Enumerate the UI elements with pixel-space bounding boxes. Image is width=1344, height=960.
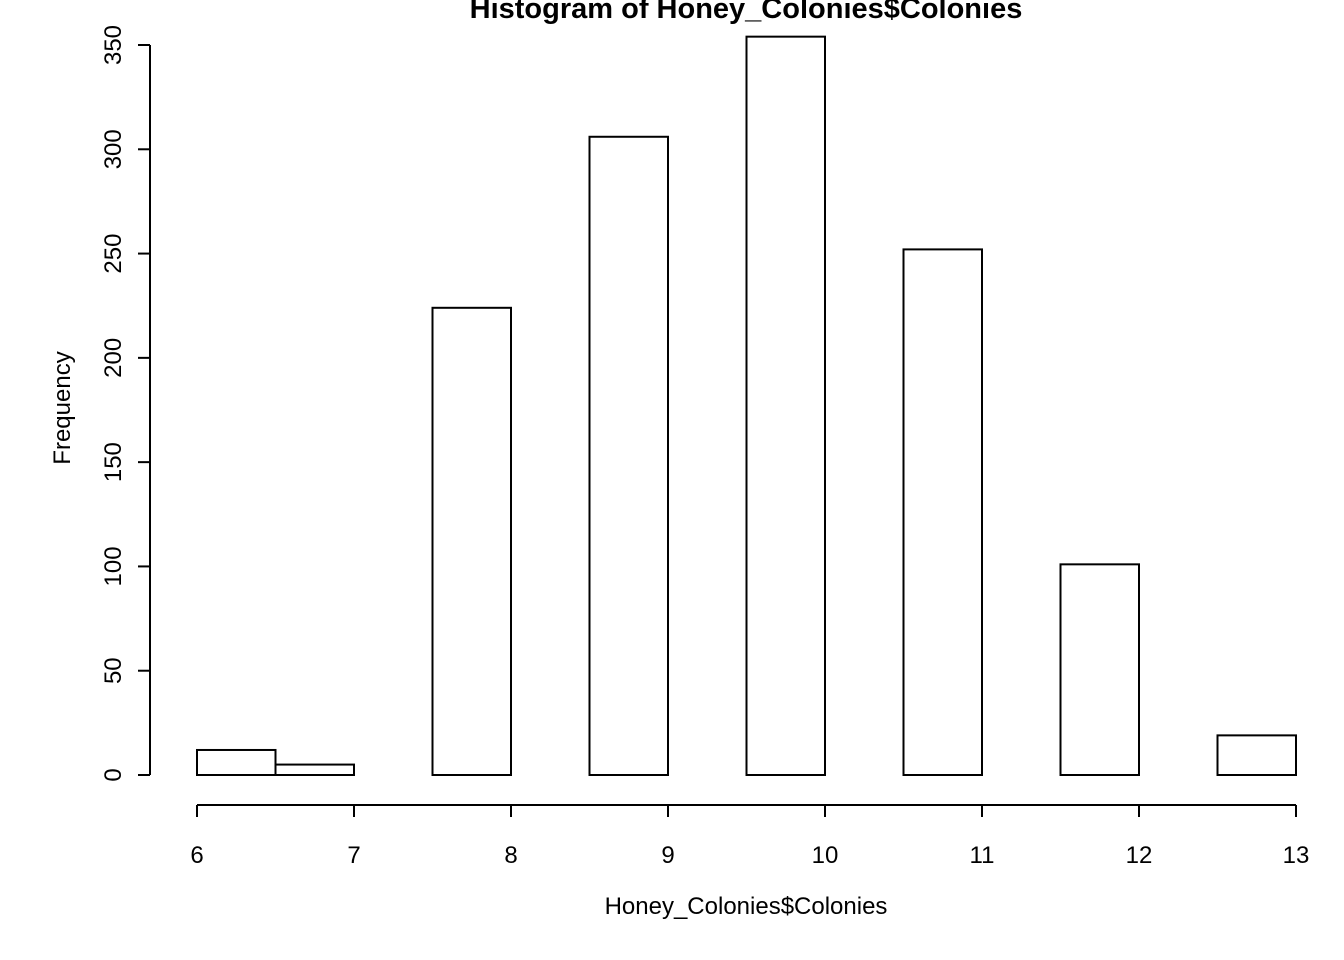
bars-group (196, 35, 1297, 777)
histogram-bar (902, 248, 983, 776)
y-axis-label: Frequency (49, 351, 76, 464)
x-tick-label: 8 (504, 842, 517, 869)
y-tick-label: 150 (100, 442, 127, 482)
x-tick-label: 10 (812, 842, 839, 869)
y-tick-label: 350 (100, 25, 127, 65)
histogram-bar (1059, 563, 1140, 776)
histogram-bar (431, 306, 512, 776)
x-axis-label: Honey_Colonies$Colonies (605, 893, 888, 920)
x-tick-label: 12 (1126, 842, 1153, 869)
chart-title: Histogram of Honey_Colonies$Colonies (470, 0, 1023, 25)
y-tick-label: 0 (100, 768, 127, 781)
x-tick-label: 9 (661, 842, 674, 869)
y-tick-label: 100 (100, 546, 127, 586)
histogram-bar (274, 763, 355, 776)
histogram-bar (745, 35, 826, 776)
histogram-bar (1216, 734, 1297, 776)
x-tick-label: 11 (970, 842, 995, 869)
x-tick-label: 7 (347, 842, 360, 869)
y-tick-label: 200 (100, 338, 127, 378)
y-tick-label: 250 (100, 234, 127, 274)
x-tick-label: 6 (190, 842, 203, 869)
histogram-bar (588, 135, 669, 776)
x-tick-label: 13 (1283, 842, 1310, 869)
y-tick-label: 300 (100, 129, 127, 169)
x-axis: 6 7 8 9 10 11 12 13 (190, 804, 1310, 869)
histogram-bar (196, 748, 277, 777)
y-axis: 0 50 100 150 200 250 300 350 (100, 25, 151, 782)
y-tick-label: 50 (100, 657, 127, 684)
